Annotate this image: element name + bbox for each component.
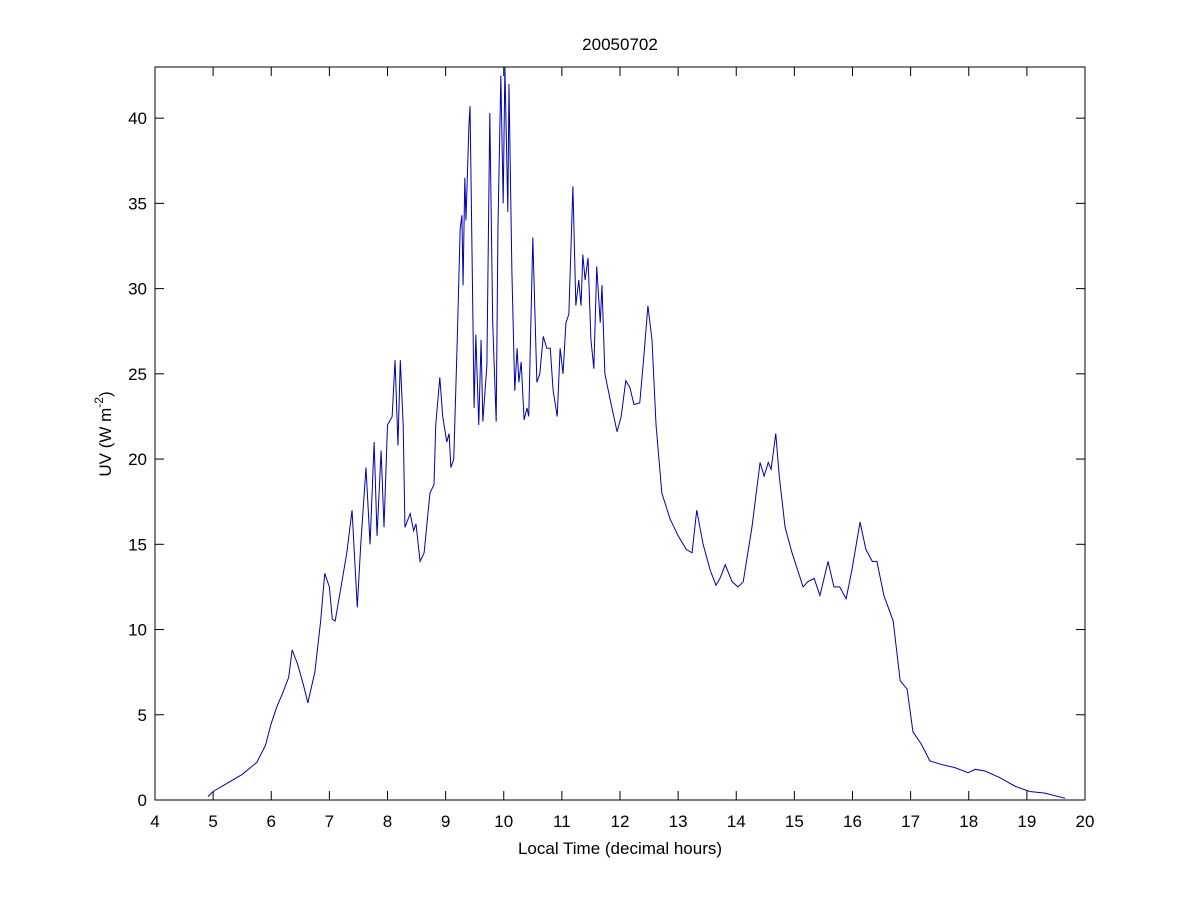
y-label-suffix: ) <box>96 391 115 397</box>
x-tick-label: 10 <box>494 812 513 831</box>
x-tick-label: 13 <box>669 812 688 831</box>
y-tick-label: 15 <box>128 535 147 554</box>
x-tick-label: 12 <box>611 812 630 831</box>
y-tick-label: 0 <box>138 791 147 810</box>
x-tick-label: 16 <box>843 812 862 831</box>
x-tick-label: 9 <box>441 812 450 831</box>
x-tick-label: 4 <box>150 812 159 831</box>
x-tick-label: 5 <box>208 812 217 831</box>
x-tick-label: 19 <box>1017 812 1036 831</box>
y-tick-label: 25 <box>128 365 147 384</box>
y-label-superscript: -2 <box>92 397 106 408</box>
y-axis-label: UV (W m-2) <box>92 391 115 476</box>
x-tick-label: 8 <box>383 812 392 831</box>
y-tick-label: 20 <box>128 450 147 469</box>
data-line <box>207 66 1066 799</box>
x-tick-label: 18 <box>959 812 978 831</box>
y-label-text: UV (W m <box>96 408 115 477</box>
y-tick-label: 35 <box>128 194 147 213</box>
x-axis-label: Local Time (decimal hours) <box>518 839 722 858</box>
y-tick-label: 5 <box>138 706 147 725</box>
x-tick-label: 17 <box>901 812 920 831</box>
x-tick-label: 15 <box>785 812 804 831</box>
x-tick-label: 20 <box>1076 812 1095 831</box>
x-tick-label: 6 <box>267 812 276 831</box>
plot-area <box>154 66 1086 801</box>
x-tick-label: 11 <box>553 812 571 831</box>
y-tick-label: 10 <box>128 621 147 640</box>
x-tick-label: 14 <box>727 812 746 831</box>
y-tick-label: 40 <box>128 109 147 128</box>
chart-title: 20050702 <box>582 35 658 54</box>
x-tick-label: 7 <box>325 812 334 831</box>
y-tick-label: 30 <box>128 280 147 299</box>
